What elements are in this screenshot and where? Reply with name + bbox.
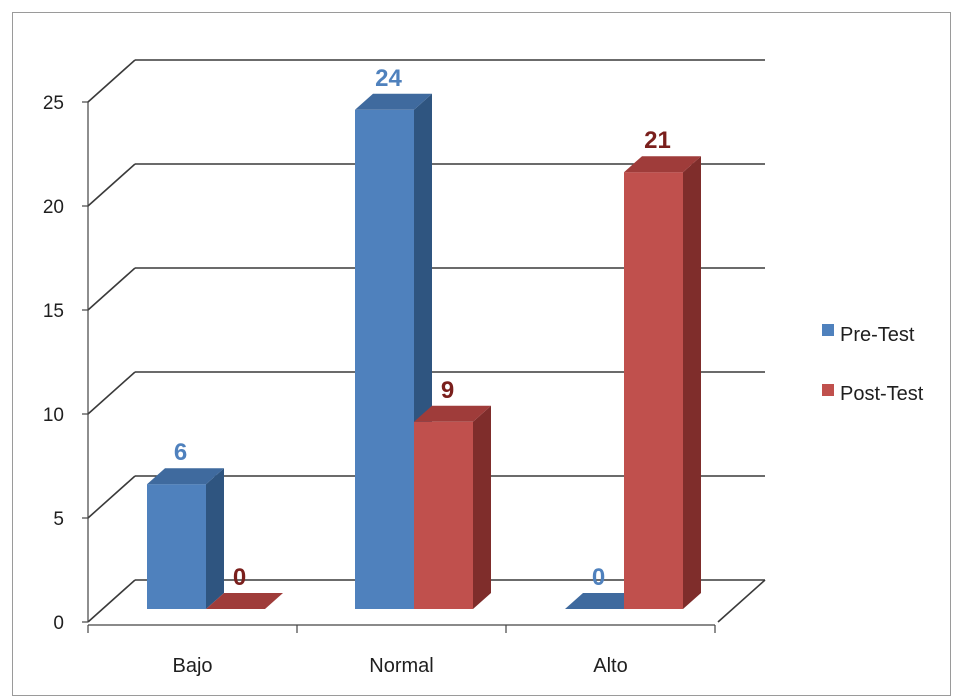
- data-label: 0: [233, 564, 246, 591]
- data-label: 24: [375, 65, 402, 92]
- bar-front-face: [355, 109, 414, 610]
- bar-top-face: [147, 468, 224, 485]
- x-category-label: Normal: [369, 655, 433, 677]
- bar-top-face: [624, 156, 701, 173]
- legend-label-pre-test: Pre-Test: [840, 324, 915, 346]
- bars-layer: [147, 93, 701, 610]
- side-wall-line: [87, 579, 136, 623]
- x-category-label: Bajo: [172, 655, 212, 677]
- legend-swatch-post-test: [822, 384, 834, 396]
- data-label: 21: [644, 127, 671, 154]
- data-label: 0: [592, 564, 605, 591]
- bar-side-face: [206, 468, 224, 609]
- side-wall-line: [87, 267, 136, 311]
- side-wall-line: [87, 59, 136, 103]
- bar-post-test-alto: [624, 156, 701, 609]
- legend-label-post-test: Post-Test: [840, 383, 924, 405]
- y-tick-label: 15: [43, 301, 64, 322]
- y-tick-label: 10: [43, 405, 64, 426]
- legend: Pre-Test Post-Test: [822, 324, 924, 405]
- bar-top-face: [206, 593, 283, 609]
- side-wall-line: [87, 163, 136, 207]
- bar-post-test-bajo: [206, 593, 283, 609]
- bar-top-face: [355, 93, 432, 110]
- y-tick-label: 20: [43, 197, 64, 218]
- y-tick-label: 0: [53, 613, 64, 634]
- floor-edge: [717, 579, 766, 623]
- bar-post-test-normal: [414, 405, 491, 609]
- side-wall-line: [87, 475, 136, 519]
- x-category-label: Alto: [593, 655, 627, 677]
- legend-swatch-pre-test: [822, 324, 834, 336]
- side-wall-line: [87, 371, 136, 415]
- bar-side-face: [473, 405, 491, 609]
- axis-layer: 0 5 10 15 20 25 Bajo Normal Alto: [43, 93, 716, 677]
- bar-front-face: [624, 172, 683, 609]
- y-tick-label: 5: [53, 509, 64, 530]
- bar-side-face: [683, 156, 701, 609]
- bar-top-face: [565, 593, 642, 609]
- labels-layer: 6 0 24 9 0 21: [174, 65, 671, 591]
- data-label: 9: [441, 377, 454, 404]
- y-tick-label: 25: [43, 93, 64, 114]
- bar-top-face: [414, 405, 491, 422]
- bar-pre-test-bajo: [147, 468, 224, 609]
- bar-front-face: [147, 484, 206, 609]
- bar-front-face: [414, 421, 473, 609]
- data-label: 6: [174, 439, 187, 466]
- bar-pre-test-alto: [565, 593, 642, 609]
